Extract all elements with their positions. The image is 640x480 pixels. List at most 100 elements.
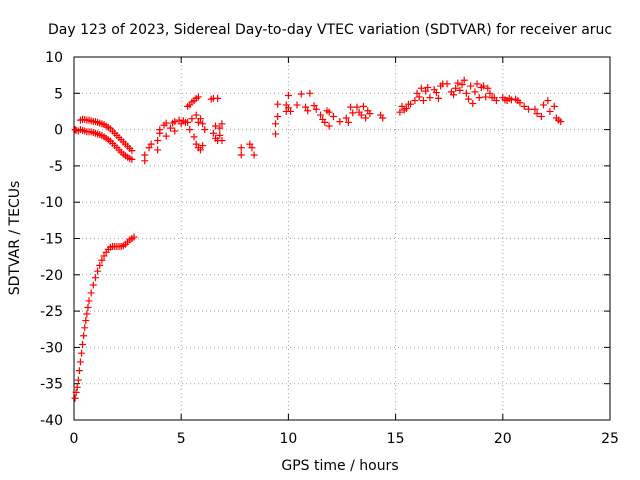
data-point-upper bbox=[317, 111, 325, 119]
axis-ticks: 0 5 10 15 20 25 10 5 0 -5 -10 -15 -20 -25 -30 -35 -40 bbox=[40, 50, 619, 447]
data-point-upper bbox=[544, 97, 552, 105]
data-point-upper bbox=[357, 111, 365, 119]
data-point-upper bbox=[216, 131, 224, 139]
data-point-upper bbox=[456, 86, 464, 94]
data-point-upper bbox=[192, 111, 200, 119]
data-point-upper bbox=[310, 102, 318, 110]
data-point-upper bbox=[284, 104, 292, 112]
data-point-upper bbox=[426, 94, 434, 102]
data-point-upper bbox=[248, 144, 256, 152]
chart-title: Day 123 of 2023, Sidereal Day-to-day VTE… bbox=[48, 22, 612, 38]
data-point-upper bbox=[349, 109, 357, 117]
y-tick-label: 5 bbox=[54, 86, 63, 102]
data-point-upper bbox=[458, 81, 466, 89]
data-point-upper bbox=[329, 113, 337, 121]
data-point-upper bbox=[342, 114, 350, 122]
data-point-upper bbox=[184, 118, 192, 126]
y-tick-label: -15 bbox=[40, 232, 63, 248]
data-point-upper bbox=[188, 115, 196, 123]
y-tick-label: -5 bbox=[49, 159, 63, 175]
data-point-upper bbox=[216, 124, 224, 132]
data-point-upper bbox=[449, 91, 457, 99]
data-point-upper bbox=[306, 89, 314, 97]
data-point-lower bbox=[78, 349, 86, 357]
data-point-upper bbox=[460, 76, 468, 84]
data-point-upper bbox=[507, 96, 515, 104]
data-point-upper bbox=[214, 94, 222, 102]
y-tick-label: -30 bbox=[40, 340, 63, 356]
data-point-upper bbox=[250, 151, 258, 159]
y-tick-label: 10 bbox=[45, 50, 63, 66]
data-point-upper bbox=[218, 136, 226, 144]
y-tick-label: -25 bbox=[40, 304, 63, 320]
data-point-lower bbox=[85, 297, 93, 305]
data-point-upper bbox=[473, 80, 481, 88]
y-tick-label: -20 bbox=[40, 268, 63, 284]
data-point-lower bbox=[96, 261, 104, 269]
data-point-upper bbox=[419, 97, 427, 105]
x-axis-label: GPS time / hours bbox=[281, 458, 398, 474]
data-point-upper bbox=[482, 93, 490, 101]
data-point-upper bbox=[484, 84, 492, 92]
data-point-upper bbox=[422, 87, 430, 95]
data-point-upper bbox=[196, 146, 204, 154]
data-point-upper bbox=[156, 126, 164, 134]
data-point-upper bbox=[550, 102, 558, 110]
data-point-upper bbox=[492, 97, 500, 105]
data-point-upper bbox=[194, 118, 202, 126]
data-point-upper bbox=[411, 97, 419, 105]
x-tick-label: 0 bbox=[70, 431, 79, 447]
data-point-lower bbox=[98, 256, 106, 264]
data-point-upper bbox=[209, 129, 217, 137]
data-point-lower bbox=[81, 324, 89, 332]
data-point-upper bbox=[302, 103, 310, 111]
y-tick-label: 0 bbox=[54, 123, 63, 139]
data-point-upper bbox=[297, 90, 305, 98]
data-point-upper bbox=[171, 118, 179, 126]
x-tick-label: 25 bbox=[601, 431, 619, 447]
data-point-lower bbox=[89, 281, 97, 289]
data-point-upper bbox=[480, 82, 488, 90]
data-point-upper bbox=[344, 118, 352, 126]
data-point-upper bbox=[454, 79, 462, 87]
data-point-upper bbox=[147, 140, 155, 148]
data-point-upper bbox=[464, 95, 472, 103]
data-point-upper bbox=[162, 119, 170, 127]
data-point-upper bbox=[272, 130, 280, 138]
data-point-lower bbox=[80, 332, 88, 340]
data-point-lower bbox=[94, 267, 102, 275]
data-point-lower bbox=[72, 388, 80, 396]
data-point-upper bbox=[274, 100, 282, 108]
data-point-upper bbox=[415, 93, 423, 101]
data-point-upper bbox=[537, 113, 545, 121]
data-point-upper bbox=[452, 84, 460, 92]
data-point-upper bbox=[162, 132, 170, 140]
data-point-upper bbox=[287, 107, 295, 115]
data-point-lower bbox=[83, 310, 91, 318]
grid bbox=[74, 57, 610, 420]
data-point-lower bbox=[73, 383, 81, 391]
x-tick-label: 10 bbox=[279, 431, 297, 447]
data-point-upper bbox=[192, 140, 200, 148]
data-point-upper bbox=[432, 89, 440, 97]
data-point-upper bbox=[359, 102, 367, 110]
data-point-upper bbox=[171, 127, 179, 135]
data-point-upper bbox=[321, 118, 329, 126]
data-point-upper bbox=[396, 108, 404, 116]
y-axis-label: SDTVAR / TECUs bbox=[7, 181, 23, 296]
data-point-lower bbox=[71, 394, 79, 402]
x-tick-label: 15 bbox=[387, 431, 405, 447]
data-point-upper bbox=[284, 91, 292, 99]
data-point-lower bbox=[74, 376, 82, 384]
data-point-upper bbox=[336, 118, 344, 126]
data-point-upper bbox=[293, 101, 301, 109]
data-point-upper bbox=[557, 118, 565, 126]
data-points bbox=[71, 76, 565, 402]
data-point-upper bbox=[467, 82, 475, 90]
data-point-upper bbox=[194, 93, 202, 101]
data-point-upper bbox=[402, 105, 410, 113]
data-point-upper bbox=[212, 122, 220, 130]
data-point-lower bbox=[75, 367, 83, 375]
data-point-upper bbox=[443, 80, 451, 88]
data-point-upper bbox=[379, 114, 387, 122]
